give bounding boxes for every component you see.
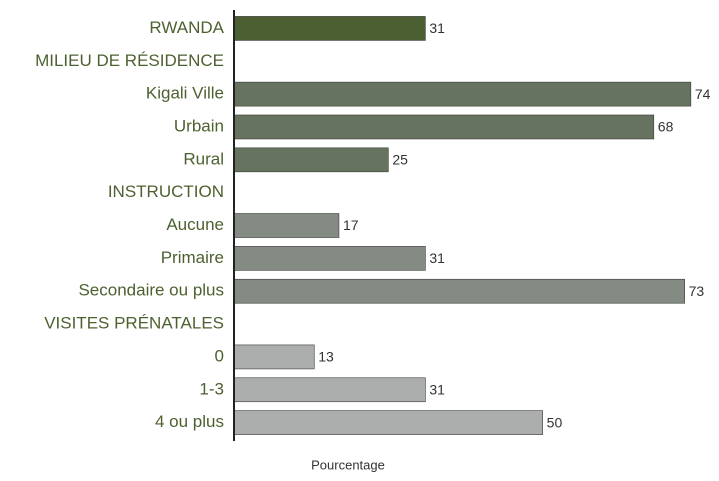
bar xyxy=(233,410,543,435)
bar xyxy=(233,278,685,304)
category-label: Secondaire ou plus xyxy=(78,281,224,300)
value-label: 50 xyxy=(547,414,563,430)
category-label: 1-3 xyxy=(199,379,224,398)
category-label: 4 ou plus xyxy=(155,412,224,431)
value-label: 13 xyxy=(318,349,334,365)
bar xyxy=(233,213,340,238)
category-label: RWANDA xyxy=(149,18,224,37)
x-axis-title: Pourcentage xyxy=(311,457,385,472)
bar xyxy=(233,114,655,140)
value-label: 31 xyxy=(429,381,445,397)
bar xyxy=(233,377,426,403)
value-label: 31 xyxy=(429,20,445,36)
category-label: Rural xyxy=(183,149,224,168)
category-label: INSTRUCTION xyxy=(108,182,224,201)
category-label: 0 xyxy=(215,346,224,365)
value-label: 73 xyxy=(689,283,705,299)
category-label: Aucune xyxy=(166,215,224,234)
value-label: 31 xyxy=(429,250,445,266)
category-label: Urbain xyxy=(174,116,224,135)
value-label: 74 xyxy=(695,86,711,102)
value-label: 25 xyxy=(392,152,408,168)
value-label: 17 xyxy=(343,217,359,233)
category-label: Kigali Ville xyxy=(146,84,224,103)
bar xyxy=(233,16,426,41)
category-label: VISITES PRÉNATALES xyxy=(44,314,224,333)
category-label: Primaire xyxy=(161,248,224,267)
bar xyxy=(233,344,315,370)
bar xyxy=(233,147,389,173)
category-label: MILIEU DE RÉSIDENCE xyxy=(35,51,224,70)
bar xyxy=(233,81,692,107)
bar xyxy=(233,246,426,271)
value-label: 68 xyxy=(658,119,674,135)
